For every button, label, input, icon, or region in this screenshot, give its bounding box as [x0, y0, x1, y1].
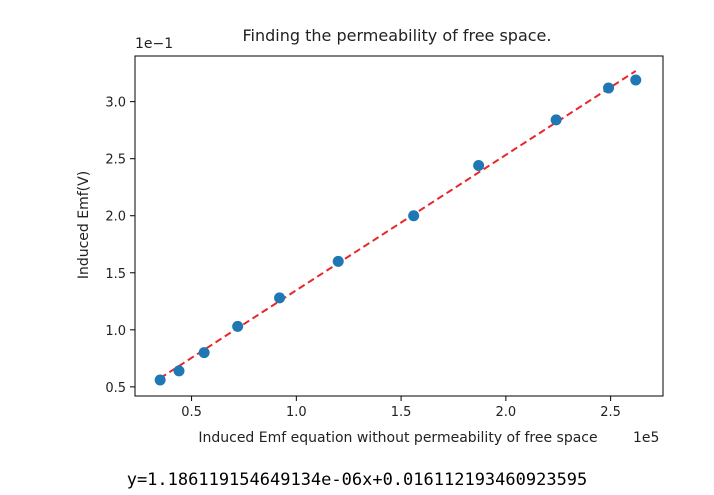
- axes-frame: [134, 55, 664, 397]
- x-tick-label: 2.0: [496, 405, 517, 420]
- scatter-chart: Finding the permeability of free space. …: [76, 26, 664, 446]
- y-tick-label: 0.5: [105, 381, 126, 396]
- data-point: [173, 365, 185, 377]
- x-tick-label: 1.0: [286, 405, 307, 420]
- y-tick-label: 1.5: [105, 267, 126, 282]
- data-point: [473, 160, 485, 172]
- data-point: [154, 374, 166, 386]
- fit-line: [159, 70, 637, 380]
- x-tick-label: 1.5: [391, 405, 412, 420]
- data-point: [603, 82, 615, 94]
- y-tick-label: 2.5: [105, 153, 126, 168]
- data-point: [332, 255, 344, 267]
- x-tick-label: 2.5: [600, 405, 621, 420]
- data-point: [630, 74, 642, 86]
- data-point: [198, 347, 210, 359]
- fit-equation-text: y=1.186119154649134e-06x+0.0161121934609…: [126, 470, 588, 490]
- data-point: [550, 114, 562, 126]
- y-tick-label: 3.0: [105, 96, 126, 111]
- y-tick-label: 2.0: [105, 210, 126, 225]
- plot-area: 0.5 1.0 1.5 2.0 2.5 0.5 1.0 1.5 2.0 2.5 3.0: [105, 55, 664, 420]
- y-tick-label: 1.0: [105, 324, 126, 339]
- data-point: [408, 210, 420, 222]
- x-tick-label: 0.5: [181, 405, 202, 420]
- y-axis-label: Induced Emf(V): [76, 171, 92, 279]
- data-point: [232, 320, 244, 332]
- y-offset-label: 1e−1: [135, 36, 173, 52]
- chart-title: Finding the permeability of free space.: [243, 26, 552, 45]
- data-point: [274, 292, 286, 304]
- x-axis-label: Induced Emf equation without permeabilit…: [198, 430, 597, 446]
- x-offset-label: 1e5: [633, 430, 659, 446]
